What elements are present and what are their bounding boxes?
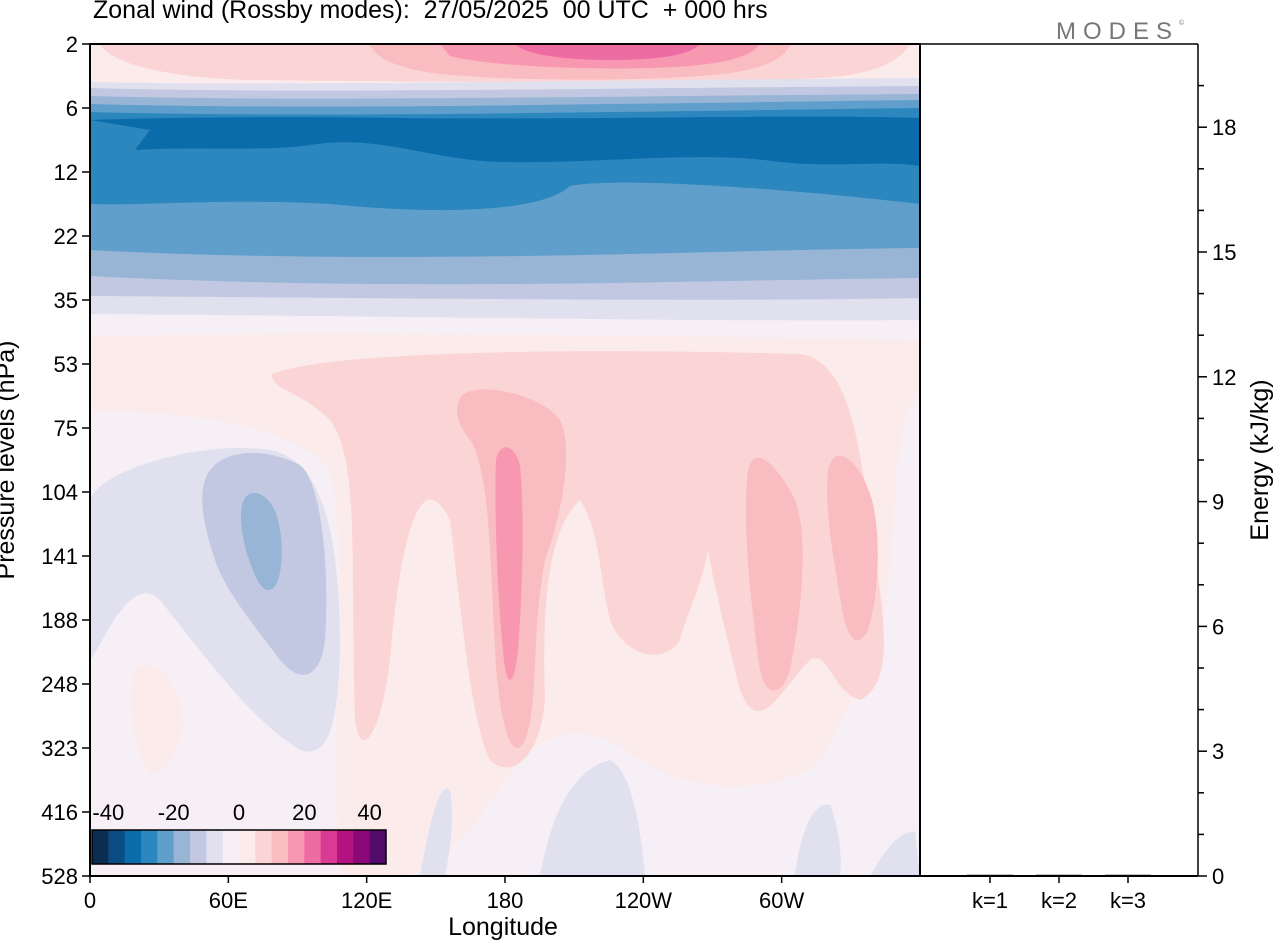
- colorbar-swatch: [190, 830, 207, 864]
- x-tick-label: 60E: [209, 888, 248, 913]
- y-tick-label: 188: [41, 608, 78, 633]
- colorbar-tick-label: -20: [158, 800, 190, 825]
- heatmap-y-label: Pressure levels (hPa): [0, 341, 20, 580]
- contour-trop-blue-3: [240, 492, 282, 591]
- modes-logo: MODES©: [1056, 18, 1184, 46]
- contour-trop-pink-5: [745, 457, 803, 691]
- colorbar-swatch: [337, 830, 354, 864]
- y-tick-label: 248: [41, 672, 78, 697]
- contour-trop-pink-4: [495, 447, 523, 680]
- colorbar-tick-label: 0: [233, 800, 245, 825]
- colorbar-swatch: [222, 830, 240, 864]
- contour-trop-pink-2: [271, 351, 884, 768]
- energy-tick-label: 15: [1212, 240, 1236, 265]
- colorbar-swatch: [92, 830, 109, 864]
- colorbar-swatch: [353, 830, 371, 864]
- colorbar-swatch: [157, 830, 175, 864]
- chart-title: Zonal wind (Rossby modes): 27/05/2025 00…: [93, 0, 768, 24]
- contour-low-blue-1: [540, 760, 645, 876]
- y-tick-label: 12: [54, 160, 78, 185]
- x-tick-label: 120W: [615, 888, 673, 913]
- energy-bars: [967, 874, 1151, 877]
- y-tick-label: 75: [54, 416, 78, 441]
- colorbar-swatch: [141, 830, 158, 864]
- x-tick-label: 60W: [759, 888, 804, 913]
- energy-y-label: Energy (kJ/kg): [1246, 379, 1274, 540]
- colorbar-labels: -40 -20 0 20 40: [92, 800, 381, 825]
- x-tick-label: 120E: [341, 888, 392, 913]
- contour-low-blue-2: [420, 788, 453, 876]
- heatmap-y-axis: 2 6 12 22 35 53 75 104 141 188 248 323 416 528: [41, 32, 90, 889]
- energy-tick-label: 18: [1212, 115, 1236, 140]
- colorbar-swatch: [271, 830, 289, 864]
- y-tick-label: 416: [41, 800, 78, 825]
- heatmap-x-label: Longitude: [448, 913, 558, 941]
- energy-tick-label: 0: [1212, 864, 1224, 889]
- colorbar-swatch: [320, 830, 338, 864]
- y-tick-label: 528: [41, 864, 78, 889]
- colorbar: [91, 829, 387, 865]
- colorbar-frame: [91, 829, 387, 865]
- contour-field: [90, 44, 920, 876]
- energy-x-tick-label: k=3: [1110, 888, 1146, 913]
- energy-tick-label: 3: [1212, 739, 1224, 764]
- colorbar-swatch: [369, 830, 387, 864]
- energy-tick-label: 9: [1212, 490, 1224, 515]
- colorbar-swatch: [239, 830, 256, 864]
- logo-text: MODES: [1056, 18, 1180, 45]
- energy-x-tick-label: k=1: [972, 888, 1008, 913]
- energy-y-axis: 0 3 6 9 12 15 18: [1198, 84, 1236, 889]
- y-tick-label: 104: [41, 480, 78, 505]
- contour-top-pink-5: [515, 44, 700, 60]
- colorbar-tick-label: -40: [92, 800, 124, 825]
- y-tick-label: 22: [54, 224, 78, 249]
- contour-low-pink-1: [131, 665, 183, 775]
- contour-low-blue-4: [870, 831, 920, 876]
- y-tick-label: 6: [66, 96, 78, 121]
- contour-band-6: [90, 116, 920, 166]
- contour-low-blue-3: [795, 804, 841, 876]
- energy-bar: [967, 874, 1013, 877]
- colorbar-swatch: [255, 830, 273, 864]
- colorbar-swatch: [124, 830, 142, 864]
- colorbar-swatch: [304, 830, 322, 864]
- energy-tick-label: 12: [1212, 365, 1236, 390]
- x-tick-label: 180: [487, 888, 524, 913]
- energy-tick-label: 6: [1212, 614, 1224, 639]
- y-tick-label: 141: [41, 544, 78, 569]
- y-tick-label: 2: [66, 32, 78, 57]
- heatmap-x-axis: 0 60E 120E 180 120W 60W: [84, 876, 805, 913]
- logo-mark: ©: [1179, 20, 1185, 27]
- colorbar-swatch: [206, 830, 224, 864]
- colorbar-swatch: [173, 830, 191, 864]
- colorbar-swatch: [108, 830, 126, 864]
- y-tick-label: 53: [54, 352, 78, 377]
- energy-x-tick-label: k=2: [1041, 888, 1077, 913]
- energy-bar: [1036, 874, 1082, 877]
- colorbar-tick-label: 40: [357, 800, 381, 825]
- energy-x-axis: k=1 k=2 k=3: [972, 876, 1146, 913]
- y-tick-label: 35: [54, 288, 78, 313]
- energy-bar: [1105, 874, 1151, 877]
- colorbar-tick-label: 20: [292, 800, 316, 825]
- x-tick-label: 0: [84, 888, 96, 913]
- contour-trop-pink-6: [827, 455, 878, 641]
- y-tick-label: 323: [41, 736, 78, 761]
- colorbar-swatch: [288, 830, 305, 864]
